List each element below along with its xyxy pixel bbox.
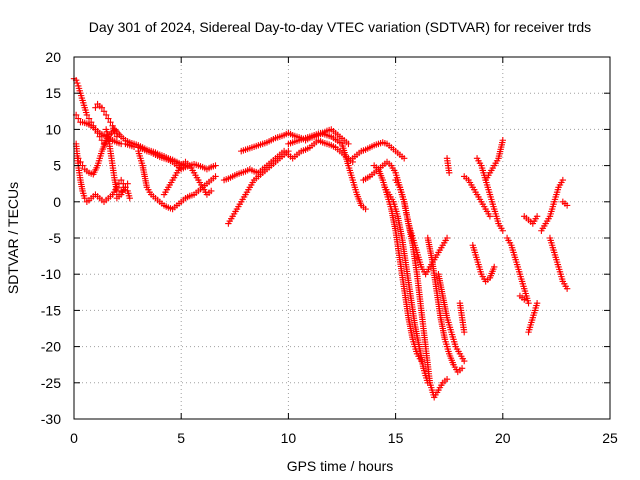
data-point: [212, 162, 219, 169]
series-sat-m: [285, 129, 369, 213]
y-tick-label: 15: [45, 85, 61, 101]
data-point: [525, 299, 532, 307]
x-axis-label: GPS time / hours: [287, 458, 394, 474]
data-point: [124, 180, 131, 187]
series-sat-r: [392, 176, 451, 401]
data-point: [362, 205, 369, 213]
y-tick-label: 5: [53, 158, 61, 174]
data-point: [345, 140, 352, 148]
y-tick-label: -10: [41, 266, 61, 282]
series-sat-ae: [538, 176, 567, 234]
series-sat-k: [225, 147, 292, 227]
data-point: [461, 328, 468, 336]
series-sat-i: [160, 158, 215, 198]
x-tick-label: 20: [495, 430, 511, 446]
y-tick-label: -30: [41, 411, 61, 427]
data-point: [98, 104, 106, 111]
data-point: [105, 115, 112, 122]
series-sat-w: [461, 173, 494, 220]
data-point: [458, 365, 466, 372]
data-point: [92, 104, 99, 111]
data-point: [563, 285, 571, 292]
y-tick-label: -25: [41, 375, 61, 391]
y-tick-label: 10: [45, 121, 61, 137]
x-tick-label: 15: [388, 430, 404, 446]
y-tick-label: 20: [45, 49, 61, 65]
data-point: [461, 357, 468, 365]
data-point: [285, 147, 292, 155]
series-sat-f: [102, 126, 127, 198]
data-point: [107, 118, 114, 126]
x-tick-label: 0: [70, 430, 78, 446]
y-tick-label: 0: [53, 194, 61, 210]
data-point: [113, 133, 121, 140]
data-point: [533, 213, 541, 220]
y-tick-label: -20: [41, 339, 61, 355]
x-tick-label: 5: [177, 430, 185, 446]
data-point: [563, 202, 571, 209]
grid: [74, 57, 610, 419]
series-sat-ab: [516, 292, 528, 303]
series-sat-v: [443, 155, 453, 177]
data-point: [117, 176, 125, 184]
data-point: [126, 194, 133, 202]
series-sat-ad: [525, 299, 541, 336]
data-point: [443, 234, 451, 242]
data-point: [100, 108, 108, 115]
data-point: [85, 115, 93, 122]
data-point: [208, 187, 215, 195]
series-sat-q: [381, 184, 431, 386]
series-sat-e: [92, 100, 121, 140]
series-sat-p: [370, 162, 425, 365]
data-point: [102, 111, 110, 119]
series-sat-u: [456, 299, 468, 336]
series-sat-b: [72, 111, 219, 173]
data-point: [400, 155, 408, 162]
data-point: [83, 111, 91, 119]
y-tick-label: -5: [49, 230, 62, 246]
data-marks: [70, 75, 571, 401]
series-sat-ag: [559, 198, 571, 209]
data-point: [122, 184, 129, 191]
series-sat-g: [113, 180, 131, 202]
series-sat-y: [469, 242, 498, 285]
data-point: [491, 263, 498, 271]
series-sat-h: [135, 147, 219, 213]
series-sat-af: [546, 234, 571, 292]
axis-ticks: 0 5 10 15 20 25 -30 -25 -20 -15 -10 -5 0 5 10 15 20: [41, 49, 618, 446]
series-sat-x: [473, 155, 506, 234]
data-point: [81, 194, 88, 202]
data-point: [486, 213, 494, 220]
series-sat-t: [435, 271, 468, 365]
x-tick-label: 25: [602, 430, 618, 446]
data-point: [111, 129, 118, 137]
series-sat-s: [424, 234, 466, 376]
data-point: [443, 375, 451, 383]
y-tick-label: -15: [41, 302, 61, 318]
data-point: [446, 169, 453, 177]
series-sat-n: [349, 139, 408, 162]
data-point: [75, 115, 82, 122]
series-sat-z: [482, 137, 506, 184]
data-point: [499, 227, 506, 234]
data-point: [521, 296, 528, 303]
series-sat-c: [75, 126, 189, 178]
series-sat-ac: [521, 213, 541, 227]
data-point: [559, 176, 567, 184]
data-point: [499, 137, 506, 144]
y-axis-label: SDTVAR / TECUs: [5, 182, 21, 294]
chart-title: Day 301 of 2024, Sidereal Day-to-day VTE…: [89, 19, 591, 35]
x-tick-label: 10: [281, 430, 297, 446]
data-point: [533, 299, 541, 307]
series-sat-aa: [503, 234, 532, 307]
data-point: [212, 173, 219, 180]
data-point: [74, 79, 81, 87]
